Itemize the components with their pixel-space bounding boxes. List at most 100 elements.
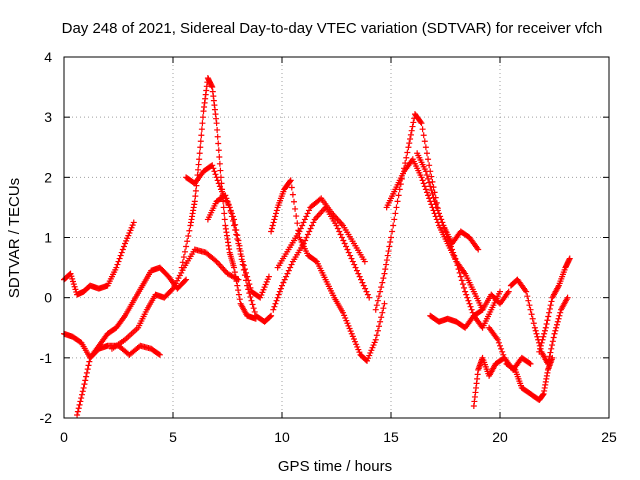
data-point-interp bbox=[501, 354, 508, 361]
data-point-interp bbox=[555, 315, 562, 322]
data-point-interp bbox=[344, 320, 351, 327]
data-point-interp bbox=[244, 273, 251, 280]
data-point bbox=[265, 273, 272, 280]
data-point-interp bbox=[273, 297, 280, 304]
data-point-interp bbox=[72, 286, 79, 293]
data-point-interp bbox=[374, 327, 381, 334]
data-point-interp bbox=[172, 280, 179, 287]
data-point bbox=[381, 270, 388, 277]
data-point-interp bbox=[299, 222, 306, 229]
series-sat-O bbox=[470, 354, 534, 409]
y-tick-label: -1 bbox=[40, 350, 53, 366]
data-point-interp bbox=[349, 258, 356, 265]
data-point-interp bbox=[526, 360, 533, 367]
data-point-interp bbox=[463, 291, 470, 298]
data-point-interp bbox=[247, 284, 254, 291]
data-point-interp bbox=[384, 252, 391, 259]
series-sat-M bbox=[414, 150, 482, 253]
data-point bbox=[268, 228, 275, 235]
data-point-interp bbox=[417, 119, 424, 126]
data-point-interp bbox=[430, 194, 437, 201]
data-point-interp bbox=[435, 210, 442, 217]
data-point-interp bbox=[433, 204, 440, 211]
data-point-interp bbox=[269, 222, 276, 229]
data-point-interp bbox=[347, 252, 354, 259]
data-point-interp bbox=[301, 216, 308, 223]
data-point bbox=[462, 288, 469, 295]
data-point-interp bbox=[362, 285, 369, 292]
data-point-interp bbox=[78, 391, 85, 398]
data-point-interp bbox=[123, 349, 130, 356]
data-point-interp bbox=[155, 351, 162, 358]
data-point-interp bbox=[71, 283, 78, 290]
data-point-interp bbox=[237, 248, 244, 255]
data-point-interp bbox=[429, 178, 436, 185]
data-point-interp bbox=[524, 293, 531, 300]
data-point-interp bbox=[494, 298, 501, 305]
y-axis-label: SDTVAR / TECUs bbox=[6, 178, 23, 298]
data-point-interp bbox=[241, 266, 248, 273]
data-point-interp bbox=[391, 188, 398, 195]
data-point-interp bbox=[234, 282, 241, 289]
data-point-interp bbox=[236, 296, 243, 303]
data-point-interp bbox=[545, 313, 552, 320]
data-point-interp bbox=[368, 347, 375, 354]
data-point-interp bbox=[345, 249, 352, 256]
data-point-interp bbox=[195, 166, 202, 173]
data-point-interp bbox=[124, 235, 131, 242]
data-point-interp bbox=[433, 317, 440, 324]
series-sat-E bbox=[178, 75, 259, 322]
data-point-interp bbox=[370, 342, 377, 349]
data-point-interp bbox=[404, 149, 411, 156]
data-point-interp bbox=[452, 256, 459, 263]
axis-ticks: 0 5 10 15 20 25 -2 -1 0 1 2 3 4 bbox=[40, 49, 617, 445]
data-point-interp bbox=[192, 187, 199, 194]
data-point-interp bbox=[380, 305, 387, 312]
data-point-interp bbox=[215, 140, 222, 147]
data-point-interp bbox=[231, 269, 238, 276]
data-point-interp bbox=[528, 311, 535, 318]
data-point-interp bbox=[563, 296, 570, 303]
data-point-interp bbox=[154, 350, 161, 357]
y-tick-label: 1 bbox=[44, 230, 52, 246]
data-point-interp bbox=[541, 327, 548, 334]
data-point-interp bbox=[259, 289, 266, 296]
data-point-interp bbox=[210, 165, 217, 172]
data-point bbox=[344, 246, 351, 253]
data-point-interp bbox=[196, 150, 203, 157]
data-point-interp bbox=[349, 238, 356, 245]
data-point-interp bbox=[423, 172, 430, 179]
data-point-interp bbox=[126, 229, 133, 236]
data-point bbox=[388, 234, 394, 241]
data-point-interp bbox=[549, 342, 556, 349]
data-point-interp bbox=[280, 279, 287, 286]
data-point-interp bbox=[303, 234, 310, 241]
data-point-interp bbox=[504, 290, 511, 297]
data-point-interp bbox=[434, 207, 441, 214]
data-point-interp bbox=[294, 220, 301, 227]
data-point-interp bbox=[167, 287, 174, 294]
y-tick-label: 2 bbox=[44, 169, 52, 185]
data-point-interp bbox=[226, 246, 233, 253]
data-point-interp bbox=[77, 398, 84, 405]
data-point-interp bbox=[390, 222, 397, 229]
data-point bbox=[122, 240, 129, 247]
data-point-interp bbox=[178, 269, 185, 276]
data-point-interp bbox=[511, 366, 518, 373]
data-point-interp bbox=[198, 132, 205, 139]
data-point-interp bbox=[425, 156, 432, 163]
series-sat-R bbox=[536, 255, 573, 355]
data-point-interp bbox=[176, 272, 183, 279]
y-tick-label: -2 bbox=[40, 410, 53, 426]
data-point-interp bbox=[545, 357, 552, 364]
data-point-interp bbox=[355, 346, 362, 353]
data-point-interp bbox=[284, 248, 291, 255]
data-point-interp bbox=[302, 237, 309, 244]
data-point-interp bbox=[351, 261, 358, 268]
data-point-interp bbox=[352, 338, 359, 345]
data-point-interp bbox=[312, 257, 319, 264]
data-point-interp bbox=[429, 190, 436, 197]
y-tick-label: 3 bbox=[44, 109, 52, 125]
data-point-interp bbox=[464, 232, 471, 239]
data-point-interp bbox=[276, 288, 283, 295]
